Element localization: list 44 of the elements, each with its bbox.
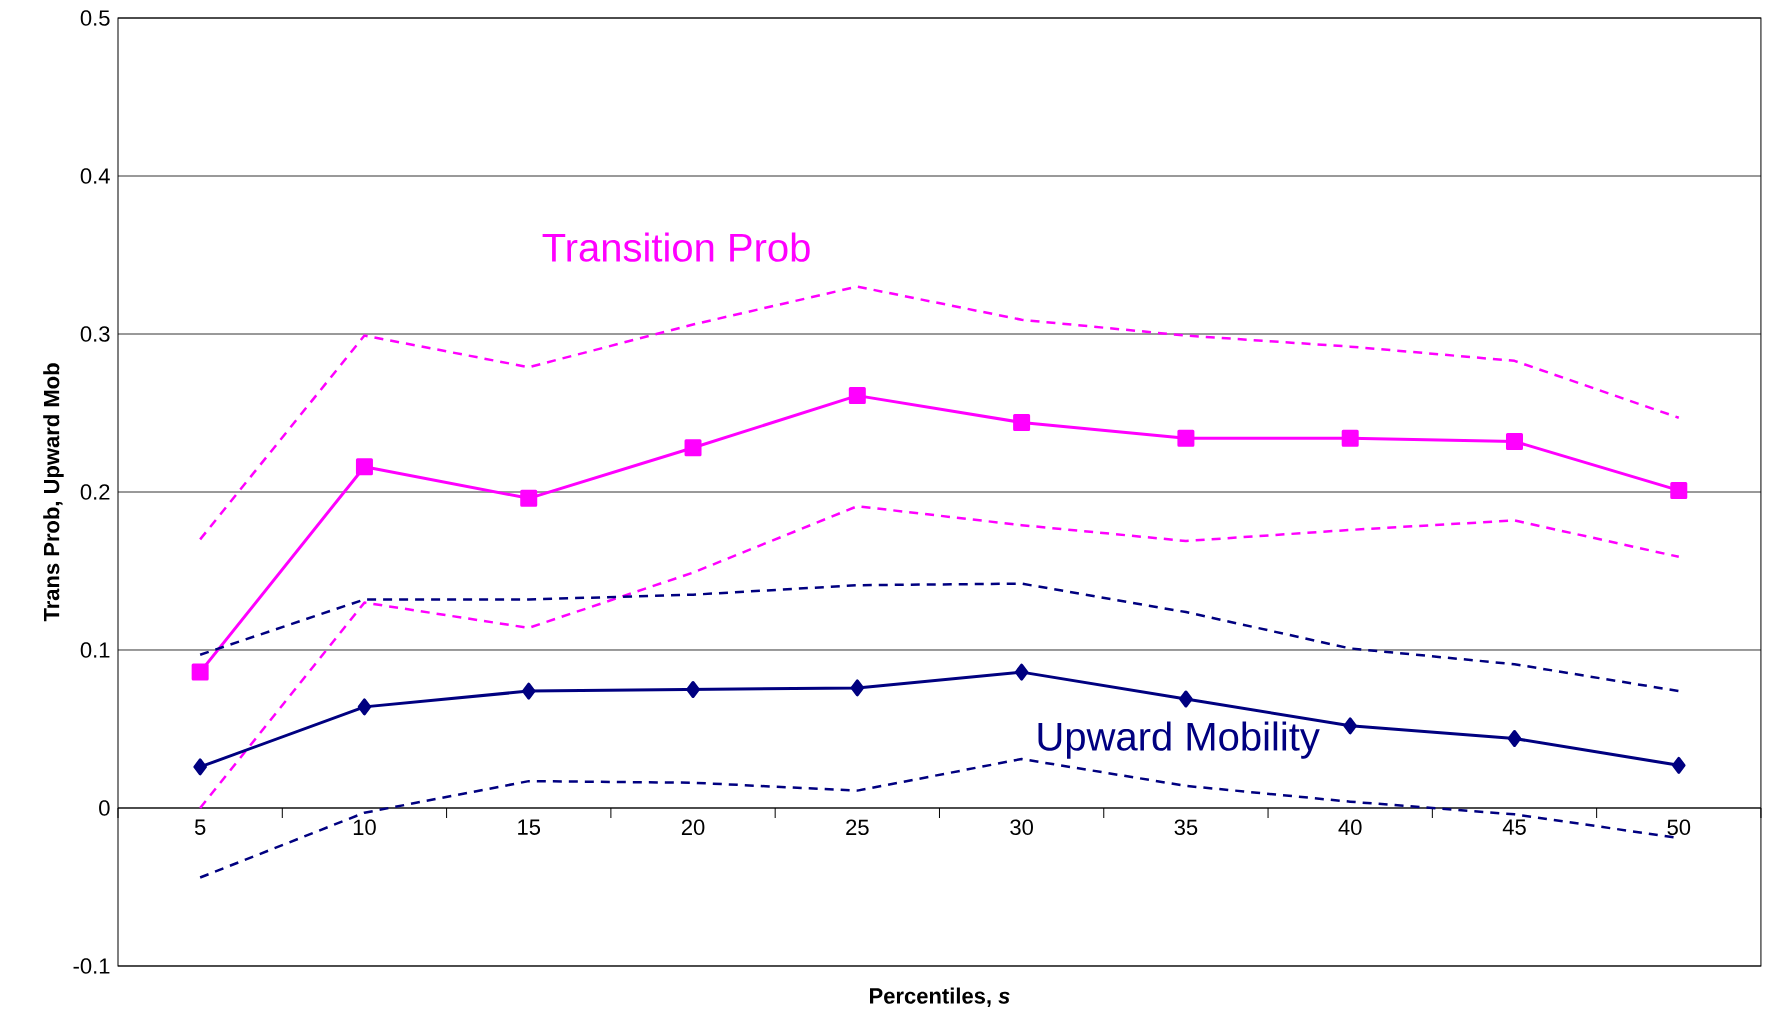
point	[355, 458, 373, 476]
y-tick-label: 0.3	[80, 326, 110, 342]
y-tick-label: 0	[99, 800, 110, 816]
line-series	[198, 582, 1681, 693]
point	[521, 682, 536, 700]
point	[1177, 429, 1195, 447]
y-tick-label: 0.4	[80, 168, 110, 184]
point	[1672, 756, 1686, 774]
x-axis-title: Percentiles, s	[870, 987, 1010, 1007]
point	[191, 663, 209, 681]
point	[1507, 729, 1522, 747]
x-tick-label: 45	[1502, 819, 1526, 835]
y-tick-label: 0.5	[80, 10, 110, 26]
point	[850, 679, 865, 697]
series-label: Upward Mobility	[1038, 721, 1320, 759]
point	[1179, 690, 1193, 708]
x-tick-label: 10	[353, 819, 376, 836]
point	[684, 439, 702, 457]
text: Transition Prob	[542, 232, 810, 262]
y-tick-label: 0.1	[80, 642, 110, 658]
point	[193, 758, 207, 776]
point	[520, 489, 538, 507]
point	[1013, 413, 1031, 431]
x-tick-label: 20	[681, 819, 705, 836]
x-tick-label: 35	[1174, 819, 1198, 836]
x-tick-label: 30	[1010, 819, 1033, 836]
x-tick-label: 25	[846, 819, 869, 836]
line-series	[198, 285, 1681, 541]
point	[1343, 717, 1357, 735]
y-tick-label: -0.1	[73, 958, 110, 974]
point	[1014, 663, 1029, 681]
point	[1341, 429, 1359, 447]
point	[848, 387, 866, 405]
point	[1505, 432, 1523, 450]
line-series	[198, 504, 1681, 810]
x-tick-label: 50	[1667, 819, 1691, 836]
x-tick-label: 40	[1338, 819, 1362, 836]
point	[357, 698, 372, 716]
x-tick-label: 15	[518, 819, 541, 835]
y-tick-label: 0.2	[80, 484, 110, 500]
x-tick-label: 5	[194, 819, 206, 835]
point	[686, 681, 700, 698]
y-axis-title: Trans Prob, Upward Mob	[43, 363, 64, 622]
point	[1670, 481, 1688, 499]
